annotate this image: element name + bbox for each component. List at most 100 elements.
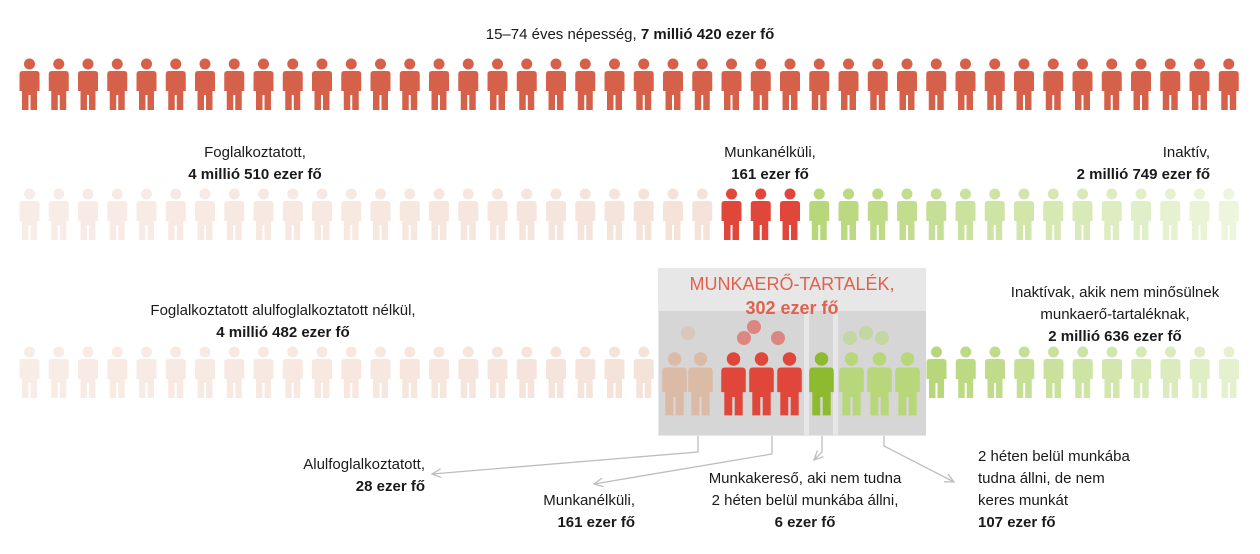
population-person-icon	[370, 58, 391, 110]
employed-person-icon	[165, 346, 186, 398]
unemployed-bottom-value: 161 ezer fő	[557, 514, 635, 531]
inactive-person-icon	[1160, 188, 1181, 240]
employed-person-icon	[282, 188, 303, 240]
inactive-person-icon	[1043, 346, 1064, 398]
arrowhead-icon	[812, 450, 824, 462]
population-person-icon	[429, 58, 449, 110]
employed-person-icon	[575, 188, 596, 240]
employed-person-icon	[633, 188, 654, 240]
background-head-icon	[747, 320, 761, 334]
unemployed-bottom-label: Munkanélküli, 161 ezer fő	[480, 490, 635, 534]
population-person-icon	[692, 58, 713, 110]
population-person-icon	[224, 58, 245, 110]
inactive-person-icon	[1014, 346, 1035, 398]
tartalek-title-text: MUNKAERŐ-TARTALÉK,	[689, 274, 895, 294]
population-person-icon	[750, 58, 771, 110]
employed-label: Foglalkoztatott, 4 millió 510 ezer fő	[150, 142, 360, 186]
population-person-icon	[107, 58, 128, 110]
employed-person-icon	[195, 188, 215, 240]
unemployed-arrow	[593, 436, 773, 485]
population-row	[19, 58, 1239, 110]
population-person-icon	[867, 58, 888, 110]
employed-person-icon	[516, 346, 537, 398]
background-head-icon	[843, 331, 857, 345]
available-arrow	[883, 436, 955, 483]
unemployed-person-icon	[750, 188, 771, 240]
population-person-icon	[897, 58, 917, 110]
inactive-label-text: Inaktív,	[1162, 144, 1210, 161]
unemployed-bottom-text: Munkanélküli,	[543, 492, 635, 509]
population-person-icon	[399, 58, 420, 110]
population-person-icon	[282, 58, 303, 110]
population-person-icon	[458, 58, 479, 110]
inactive-person-icon	[1072, 188, 1093, 240]
employed-person-icon	[136, 346, 157, 398]
population-title-value: 7 millió 420 ezer fő	[640, 26, 775, 43]
background-head-icon	[875, 331, 889, 345]
employed-person-icon	[487, 188, 508, 240]
employed-no-under-text: Foglalkoztatott alulfoglalkoztatott nélk…	[150, 302, 416, 319]
arrowhead-icon	[592, 477, 604, 488]
employed-person-icon	[19, 188, 40, 240]
employed-person-icon	[458, 346, 479, 398]
employed-person-icon	[692, 188, 713, 240]
employed-person-icon	[487, 346, 508, 398]
employed-person-icon	[575, 346, 596, 398]
population-person-icon	[546, 58, 566, 110]
inactive-person-icon	[955, 188, 976, 240]
inactive-person-icon	[1189, 188, 1210, 240]
population-person-icon	[1072, 58, 1093, 110]
inactive-person-icon	[985, 346, 1005, 398]
underemployed-label-value: 28 ezer fő	[355, 478, 425, 495]
population-person-icon	[955, 58, 976, 110]
population-person-icon	[516, 58, 537, 110]
employed-person-icon	[516, 188, 537, 240]
inactive-person-icon	[1219, 346, 1239, 398]
inactive-not-reserve-line2: munkaerő-tartaléknak,	[1040, 306, 1190, 323]
available-line3: keres munkát	[978, 492, 1069, 509]
inactive-person-icon	[1014, 188, 1034, 240]
employed-person-icon	[399, 188, 420, 240]
population-person-icon	[136, 58, 157, 110]
employed-no-under-value: 4 millió 482 ezer fő	[216, 324, 350, 341]
available-not-seeking-label: 2 héten belül munkába tudna állni, de ne…	[978, 446, 1178, 534]
background-head-icon	[771, 331, 785, 345]
employed-person-icon	[107, 346, 128, 398]
arrowhead-icon	[430, 468, 442, 479]
employed-person-icon	[253, 346, 274, 398]
employed-person-icon	[341, 188, 362, 240]
underemployed-label: Alulfoglalkoztatott, 28 ezer fő	[250, 454, 425, 498]
employed-person-icon	[195, 346, 215, 398]
population-person-icon	[487, 58, 508, 110]
inactive-person-icon	[926, 188, 947, 240]
population-title-text: 15–74 éves népesség,	[485, 26, 641, 43]
breakdown-arrows	[430, 436, 956, 488]
employed-person-icon	[107, 188, 128, 240]
inactive-label-value: 2 millió 749 ezer fő	[1076, 166, 1210, 183]
population-person-icon	[48, 58, 69, 110]
inactive-person-icon	[955, 346, 976, 398]
employed-person-icon	[604, 346, 625, 398]
employed-person-icon	[48, 188, 69, 240]
unemployed-label-text: Munkanélküli,	[724, 144, 816, 161]
population-person-icon	[721, 58, 742, 110]
population-person-icon	[1101, 58, 1122, 110]
employed-person-icon	[312, 346, 332, 398]
inactive-person-icon	[1043, 188, 1064, 240]
population-person-icon	[633, 58, 654, 110]
population-person-icon	[1043, 58, 1064, 110]
background-head-icon	[737, 331, 751, 345]
employed-person-icon	[429, 188, 449, 240]
available-line2: tudna állni, de nem	[978, 470, 1105, 487]
jobseeker-value: 6 ezer fő	[774, 514, 836, 531]
employed-person-icon	[546, 346, 566, 398]
population-person-icon	[1131, 58, 1151, 110]
population-person-icon	[926, 58, 947, 110]
population-person-icon	[1160, 58, 1181, 110]
population-person-icon	[1014, 58, 1034, 110]
employed-person-icon	[458, 188, 479, 240]
population-person-icon	[195, 58, 215, 110]
population-person-icon	[165, 58, 186, 110]
jobseeker-arrow	[813, 436, 823, 461]
